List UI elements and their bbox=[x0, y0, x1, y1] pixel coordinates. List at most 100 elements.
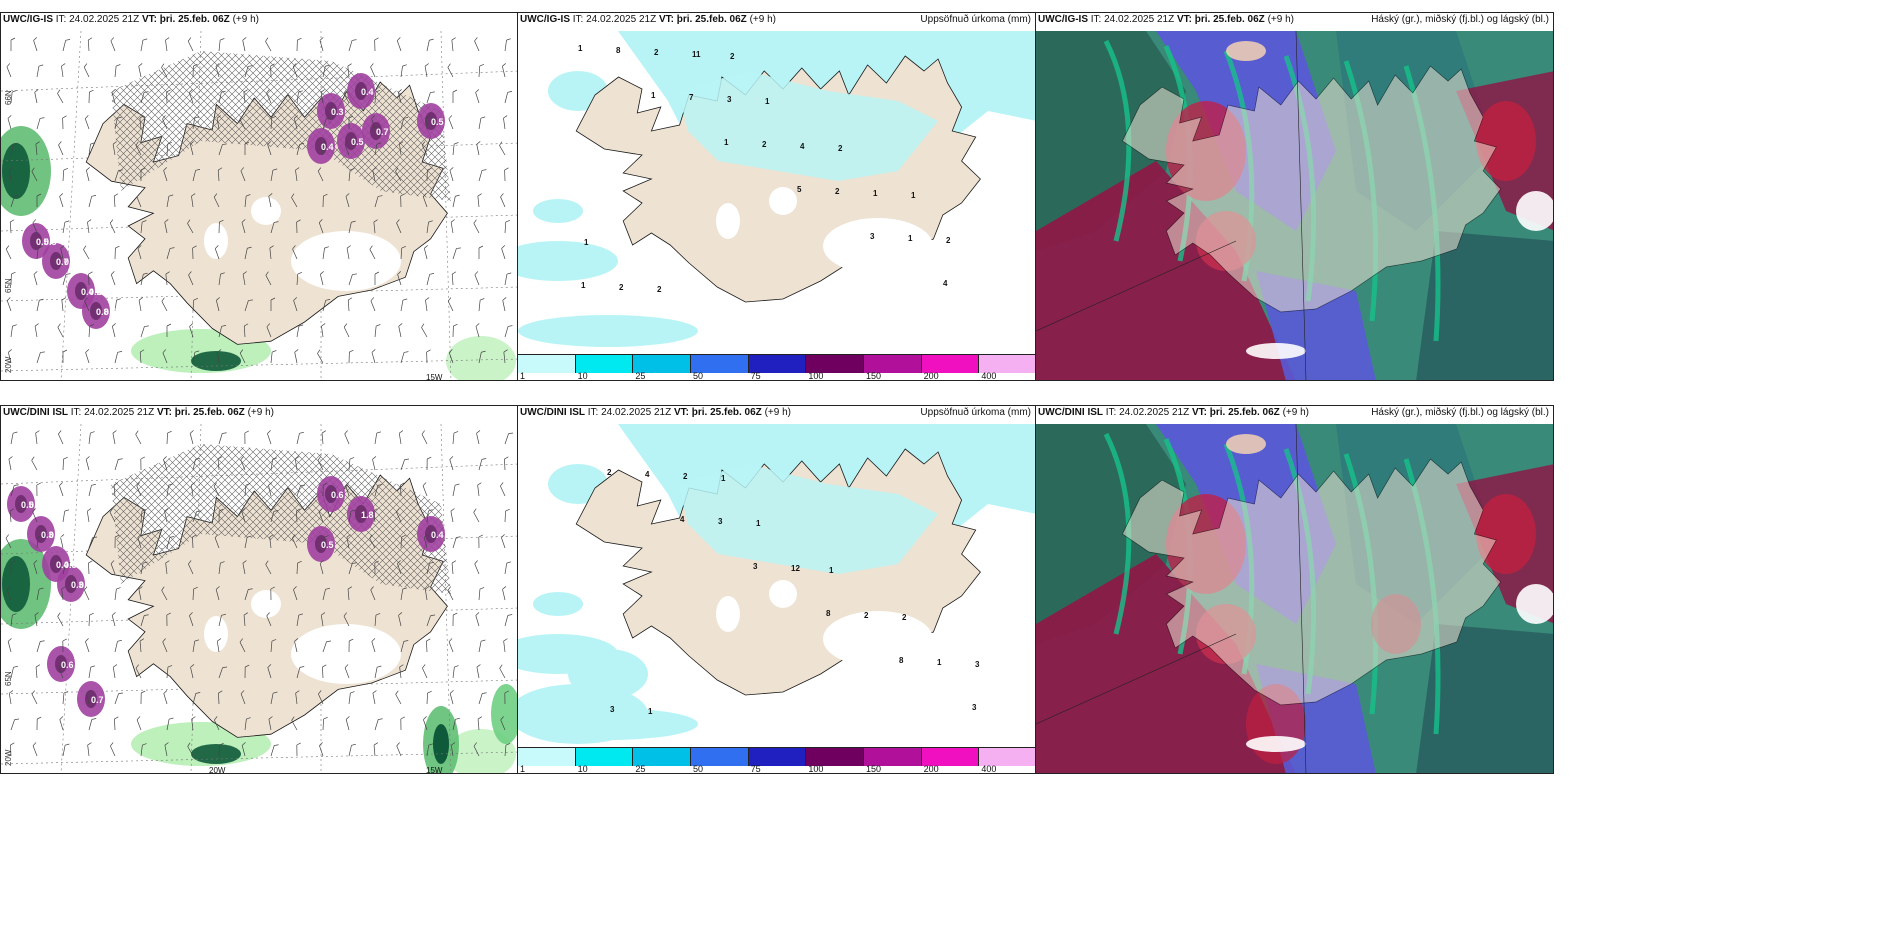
precip-value-label: 1 bbox=[765, 97, 770, 106]
precip-value-label: 2 bbox=[619, 283, 624, 292]
colorbar-tick: 400 bbox=[981, 371, 997, 381]
lat-label-65n: 65N bbox=[4, 278, 13, 293]
panel-title: UWC/IG-IS IT: 24.02.2025 21Z VT: þri. 25… bbox=[3, 14, 259, 25]
panel-title: UWC/IG-IS IT: 24.02.2025 21Z VT: þri. 25… bbox=[1038, 14, 1294, 25]
snow-value-label: 0.4 bbox=[56, 560, 69, 570]
precip-value-label: 3 bbox=[870, 232, 875, 241]
precip-value-label: 2 bbox=[657, 285, 662, 294]
precip-value-label: 8 bbox=[616, 46, 621, 55]
panel-right-title: Háský (gr.), miðský (fj.bl.) og lágský (… bbox=[1371, 14, 1549, 25]
colorbar-ticks-bottom: 1 10 25 50 75 100 150 200 400 bbox=[518, 764, 1035, 774]
colorbar-cell bbox=[518, 355, 576, 373]
colorbar-cell bbox=[575, 748, 634, 766]
wind-map-bottom: 0.50.30.40.30.60.70.61.80.40.50.30.40.80… bbox=[1, 424, 517, 773]
colorbar-tick: 50 bbox=[693, 764, 704, 774]
snow-value-label: 0.3 bbox=[41, 530, 54, 540]
snow-value-label: 0.5 bbox=[431, 117, 444, 127]
precip-value-label: 11 bbox=[692, 50, 701, 59]
colorbar-tick: 400 bbox=[981, 764, 997, 774]
snow-value-label: 0.5 bbox=[64, 257, 77, 267]
colorbar-tick: 50 bbox=[693, 371, 704, 381]
panel-title: UWC/IG-IS IT: 24.02.2025 21Z VT: þri. 25… bbox=[520, 14, 776, 25]
precip-value-label: 2 bbox=[864, 611, 869, 620]
precip-value-label: 1 bbox=[584, 238, 589, 247]
colorbar-cell bbox=[979, 355, 1035, 373]
lon-label-20w: 20W bbox=[209, 766, 226, 774]
precip-value-label: 1 bbox=[724, 138, 729, 147]
precip-value-label: 4 bbox=[800, 142, 805, 151]
snow-value-label: 0.3 bbox=[29, 500, 42, 510]
snow-value-label: 0.4 bbox=[361, 87, 374, 97]
colorbar-tick: 1 bbox=[520, 764, 526, 774]
wind-map-top: 0.50.70.40.80.30.50.40.70.50.40.80.50.20… bbox=[1, 31, 517, 380]
colorbar-cell bbox=[690, 748, 749, 766]
precip-value-label: 2 bbox=[835, 187, 840, 196]
lat-label-65n: 65N bbox=[4, 671, 13, 686]
cloud-map-top bbox=[1036, 31, 1553, 380]
colorbar-tick: 150 bbox=[866, 764, 882, 774]
snow-value-label: 0.4 bbox=[321, 142, 334, 152]
colorbar-tick: 200 bbox=[923, 371, 939, 381]
precip-value-label: 4 bbox=[645, 470, 650, 479]
snow-value-label: 0.4 bbox=[81, 287, 94, 297]
panel-title: UWC/DINI ISL IT: 24.02.2025 21Z VT: þri.… bbox=[1038, 407, 1309, 418]
colorbar-tick: 75 bbox=[750, 371, 761, 381]
colorbar-tick: 1 bbox=[520, 371, 526, 381]
colorbar-bottom bbox=[518, 747, 1035, 766]
precip-value-label: 1 bbox=[908, 234, 913, 243]
precip-value-label: 3 bbox=[610, 705, 615, 714]
colorbar-cell bbox=[748, 355, 807, 373]
precip-value-label: 4 bbox=[943, 279, 948, 288]
snow-value-label: 0.7 bbox=[91, 695, 104, 705]
precip-value-label: 3 bbox=[972, 703, 977, 712]
precip-value-label: 2 bbox=[946, 236, 951, 245]
precip-value-label: 2 bbox=[654, 48, 659, 57]
snow-value-label: 1.8 bbox=[361, 510, 374, 520]
colorbar-tick: 150 bbox=[866, 371, 882, 381]
colorbar-cell bbox=[979, 748, 1035, 766]
snow-value-label: 0.7 bbox=[376, 127, 389, 137]
precip-value-label: 3 bbox=[975, 660, 980, 669]
snow-value-label: 0.6 bbox=[61, 660, 74, 670]
panel-right-title: Háský (gr.), miðský (fj.bl.) og lágský (… bbox=[1371, 407, 1549, 418]
precip-value-label: 7 bbox=[689, 93, 694, 102]
colorbar-cell bbox=[690, 355, 749, 373]
cloud-map-bottom bbox=[1036, 424, 1553, 773]
precip-value-label: 2 bbox=[762, 140, 767, 149]
panel-right-title: Uppsöfnuð úrkoma (mm) bbox=[920, 407, 1031, 418]
snow-value-label: 0.5 bbox=[21, 500, 34, 510]
colorbar-tick: 10 bbox=[577, 371, 588, 381]
snow-value-label: 0.8 bbox=[79, 580, 92, 590]
colorbar-ticks-top: 1 10 25 50 75 100 150 200 400 bbox=[518, 371, 1035, 381]
colorbar-tick: 200 bbox=[923, 764, 939, 774]
snow-value-label: 0.8 bbox=[96, 307, 109, 317]
colorbar-cell bbox=[921, 748, 980, 766]
snow-value-label: 0.3 bbox=[71, 580, 84, 590]
snow-value-label: 0.5 bbox=[351, 137, 364, 147]
precip-value-label: 1 bbox=[911, 191, 916, 200]
precip-value-label: 1 bbox=[756, 519, 761, 528]
precip-value-label: 2 bbox=[683, 472, 688, 481]
precip-value-label: 1 bbox=[937, 658, 942, 667]
lat-label-66n: 66N bbox=[4, 90, 13, 105]
panel-bottom-precip: UWC/DINI ISL IT: 24.02.2025 21Z VT: þri.… bbox=[517, 405, 1036, 774]
lon-label-20w: 20W bbox=[4, 356, 13, 373]
precip-value-label: 2 bbox=[730, 52, 735, 61]
precip-value-label: 5 bbox=[797, 185, 802, 194]
colorbar-cell bbox=[806, 748, 864, 766]
colorbar-cell bbox=[863, 748, 922, 766]
colorbar-cell bbox=[921, 355, 980, 373]
panel-bottom-cloud: UWC/DINI ISL IT: 24.02.2025 21Z VT: þri.… bbox=[1035, 405, 1554, 774]
snow-value-label: 0.5 bbox=[104, 307, 117, 317]
precip-value-label: 1 bbox=[873, 189, 878, 198]
precip-value-label: 3 bbox=[727, 95, 732, 104]
precip-value-label: 3 bbox=[718, 517, 723, 526]
panel-title: UWC/DINI ISL IT: 24.02.2025 21Z VT: þri.… bbox=[3, 407, 274, 418]
precip-value-label: 3 bbox=[753, 562, 758, 571]
snow-value-label: 0.2 bbox=[89, 287, 102, 297]
snow-value-label: 0.6 bbox=[331, 490, 344, 500]
colorbar-cell bbox=[863, 355, 922, 373]
panel-top-precip: UWC/IG-IS IT: 24.02.2025 21Z VT: þri. 25… bbox=[517, 12, 1036, 381]
colorbar-tick: 25 bbox=[635, 764, 646, 774]
